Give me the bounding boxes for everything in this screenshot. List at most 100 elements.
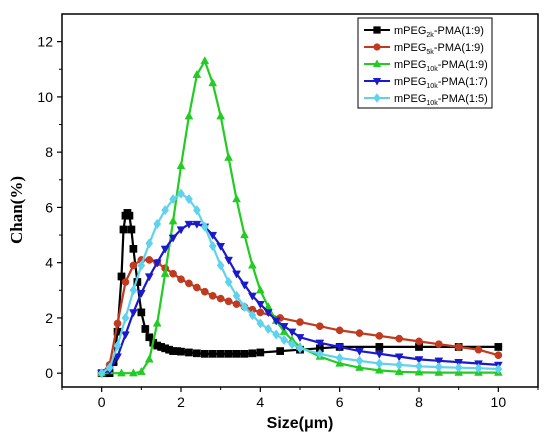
data-point — [177, 275, 185, 284]
data-point — [121, 278, 130, 286]
data-point — [375, 343, 384, 351]
data-point — [208, 349, 217, 358]
data-point — [232, 300, 241, 308]
data-point — [208, 291, 217, 300]
data-point — [288, 339, 296, 350]
data-point — [168, 234, 178, 243]
series-5 — [97, 188, 503, 379]
data-point — [374, 365, 384, 374]
data-point — [255, 285, 265, 294]
data-point — [454, 362, 463, 373]
data-point — [168, 216, 178, 225]
data-point — [494, 351, 503, 360]
x-axis-title: Size(μm) — [267, 415, 334, 432]
data-point — [176, 226, 186, 235]
data-point — [271, 317, 281, 326]
data-point — [144, 273, 154, 282]
data-point — [374, 350, 384, 359]
data-point — [185, 194, 193, 205]
data-point — [373, 93, 381, 103]
data-point — [287, 328, 297, 337]
data-point — [216, 242, 226, 251]
data-point — [240, 281, 249, 290]
data-point — [434, 357, 444, 366]
data-point — [264, 323, 273, 335]
data-point — [248, 310, 257, 321]
data-point — [161, 205, 170, 216]
data-point — [145, 256, 154, 264]
data-point — [113, 340, 122, 351]
data-point — [137, 260, 146, 271]
legend-item: mPEG10k-PMA(1:7) — [364, 76, 488, 90]
data-point — [224, 152, 233, 161]
data-point — [434, 362, 443, 373]
data-point — [113, 353, 122, 362]
data-point — [355, 362, 364, 371]
data-point — [474, 345, 483, 354]
data-point — [373, 43, 381, 51]
data-point — [216, 111, 226, 120]
data-point — [414, 367, 424, 376]
data-point — [192, 69, 202, 78]
data-point — [193, 283, 201, 292]
legend-item: mPEG10k-PMA(1:9) — [364, 59, 488, 73]
data-point — [355, 329, 364, 337]
data-point — [224, 256, 233, 265]
data-point — [185, 279, 193, 288]
data-point — [208, 231, 218, 240]
data-point — [255, 300, 265, 309]
data-point — [119, 225, 128, 234]
data-point — [296, 343, 304, 354]
data-point — [184, 111, 194, 120]
data-point — [224, 276, 233, 288]
data-point — [193, 349, 201, 358]
data-point — [474, 363, 483, 374]
data-point — [232, 349, 241, 358]
data-point — [372, 59, 382, 67]
data-point — [263, 309, 273, 318]
data-point — [144, 354, 154, 363]
data-point — [494, 343, 503, 351]
data-point — [153, 218, 162, 230]
data-point — [248, 349, 257, 358]
data-point — [280, 334, 289, 346]
data-point — [200, 287, 209, 296]
data-point — [145, 238, 154, 249]
data-point — [335, 326, 344, 335]
legend-label: mPEG10k-PMA(1:5) — [394, 93, 488, 107]
data-point — [129, 368, 138, 377]
data-point — [355, 355, 364, 366]
data-point — [232, 290, 241, 301]
data-point — [117, 272, 126, 281]
data-point — [129, 309, 138, 318]
x-tick-label: 0 — [98, 394, 106, 410]
data-point — [129, 285, 138, 296]
data-point — [434, 340, 443, 349]
data-point — [125, 211, 134, 220]
data-point — [256, 318, 265, 329]
data-point — [208, 240, 217, 252]
data-point — [160, 268, 170, 277]
data-point — [113, 319, 122, 328]
data-point — [208, 78, 218, 87]
data-point — [248, 292, 257, 301]
data-point — [272, 329, 281, 340]
data-point — [315, 339, 325, 348]
data-point — [200, 349, 209, 358]
legend-label: mPEG5k-PMA(1:9) — [394, 42, 484, 56]
data-point — [152, 318, 162, 327]
x-tick-label: 2 — [177, 394, 185, 410]
data-point — [136, 366, 146, 375]
data-point — [169, 269, 177, 278]
series-line — [101, 222, 499, 375]
data-point — [192, 205, 201, 216]
data-point — [414, 356, 424, 365]
data-point — [185, 348, 193, 357]
data-point — [240, 349, 249, 358]
data-point — [279, 323, 289, 332]
data-point — [375, 358, 384, 369]
data-point — [224, 349, 233, 358]
data-point — [335, 343, 345, 352]
data-point — [169, 194, 177, 205]
x-tick-label: 10 — [491, 394, 507, 410]
